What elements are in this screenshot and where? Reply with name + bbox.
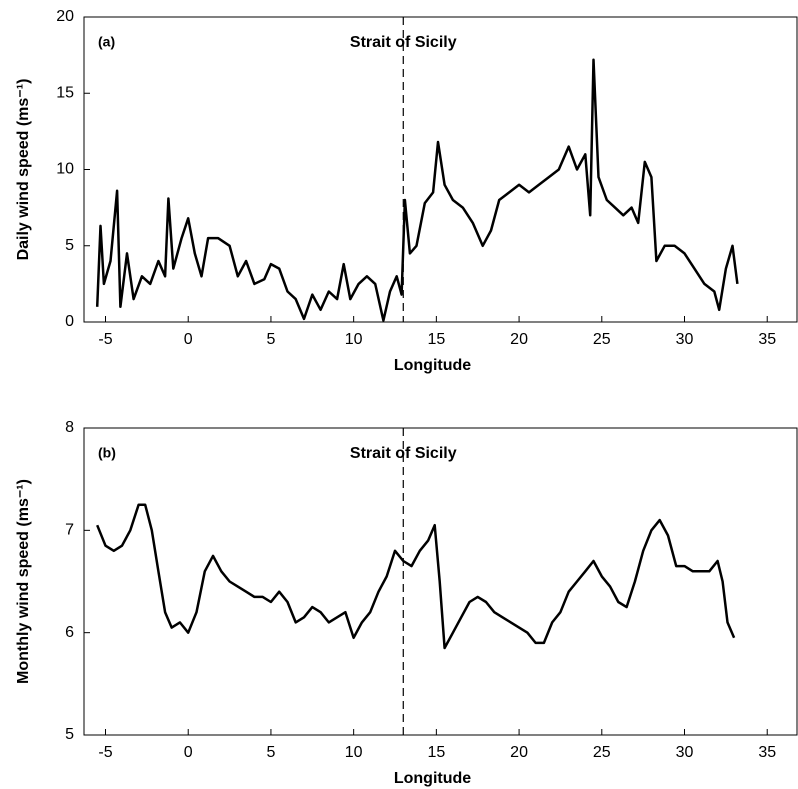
x-tick-label: 0 <box>184 331 193 348</box>
y-tick-label: 15 <box>56 84 74 101</box>
x-tick-label: 20 <box>510 744 528 761</box>
x-tick-label: 30 <box>676 744 694 761</box>
y-tick-label: 7 <box>65 522 74 539</box>
y-tick-label: 0 <box>65 313 74 330</box>
x-tick-label: 10 <box>345 744 363 761</box>
x-tick-label: 25 <box>593 331 611 348</box>
panel-label: (b) <box>98 445 116 461</box>
x-tick-label: 35 <box>758 331 776 348</box>
data-line <box>96 503 736 650</box>
x-tick-label: 5 <box>266 744 275 761</box>
y-tick-label: 8 <box>65 419 74 436</box>
reference-label: Strait of Sicily <box>350 34 457 51</box>
x-tick-label: 35 <box>758 744 776 761</box>
x-tick-label: 20 <box>510 331 528 348</box>
y-tick-label: 20 <box>56 8 74 25</box>
y-axis-label: Daily wind speed (ms⁻¹) <box>15 79 32 261</box>
x-tick-label: 15 <box>427 744 445 761</box>
x-tick-label: 30 <box>676 331 694 348</box>
plot-frame <box>83 16 798 323</box>
x-axis-label: Longitude <box>394 770 471 787</box>
data-line <box>95 58 739 322</box>
x-tick-label: 0 <box>184 744 193 761</box>
x-tick-label: 25 <box>593 744 611 761</box>
y-tick-label: 5 <box>65 726 74 743</box>
x-tick-label: -5 <box>98 331 112 348</box>
x-tick-label: 10 <box>345 331 363 348</box>
plot-frame <box>83 427 798 736</box>
panel-label: (a) <box>98 34 115 50</box>
reference-label: Strait of Sicily <box>350 445 457 462</box>
x-tick-label: 15 <box>427 331 445 348</box>
x-axis-label: Longitude <box>394 357 471 374</box>
y-axis-label: Monthly wind speed (ms⁻¹) <box>15 479 32 684</box>
y-tick-label: 10 <box>56 161 74 178</box>
x-tick-label: -5 <box>98 744 112 761</box>
y-tick-label: 5 <box>65 237 74 254</box>
x-tick-label: 5 <box>266 331 275 348</box>
y-tick-label: 6 <box>65 624 74 641</box>
